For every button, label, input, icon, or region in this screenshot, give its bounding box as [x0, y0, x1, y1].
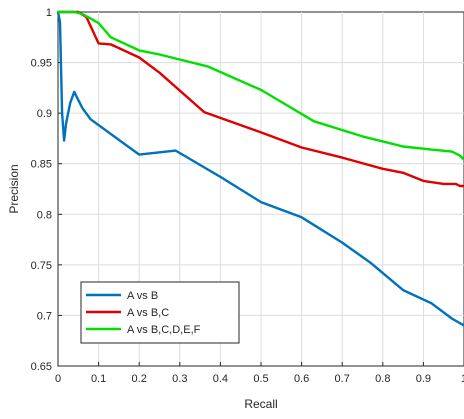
series-line-1 — [56, 10, 464, 327]
y-tick-label: 0.8 — [37, 209, 52, 221]
series-lines — [56, 10, 464, 327]
legend-label-3: A vs B,C,D,E,F — [127, 324, 201, 336]
legend-items: A vs B A vs B,C A vs B,C,D,E,F — [86, 290, 201, 336]
y-tick-label: 0.95 — [31, 58, 52, 70]
x-tick-label: 0.2 — [132, 373, 147, 385]
legend: A vs B A vs B,C A vs B,C,D,E,F — [80, 281, 240, 344]
x-tick-label: 0.7 — [335, 373, 350, 385]
x-tick-label: 0.8 — [375, 373, 390, 385]
y-tick-label: 1 — [46, 7, 52, 19]
series-line-2 — [56, 10, 464, 188]
y-tick-label: 0.85 — [31, 159, 52, 171]
axes: 0 0.1 0.2 0.3 0.4 0.5 0.6 0.7 0.8 0.9 1 0.65 0.7 0.75… — [31, 7, 464, 385]
legend-label-2: A vs B,C — [127, 307, 169, 319]
y-tick-label: 0.7 — [37, 310, 52, 322]
x-tick-label: 0.5 — [253, 373, 268, 385]
x-tick-label: 0.1 — [91, 373, 106, 385]
x-tick-label: 0.6 — [294, 373, 309, 385]
y-tick-label: 0.9 — [37, 108, 52, 120]
y-tick-label: 0.65 — [31, 361, 52, 373]
x-axis-label: Recall — [244, 397, 277, 411]
x-tick-label: 0.3 — [172, 373, 187, 385]
y-axis-label: Precision — [7, 164, 21, 213]
y-tick-label: 0.75 — [31, 260, 52, 272]
series-line-3 — [56, 10, 464, 161]
x-tick-label: 0 — [55, 373, 61, 385]
x-tick-label: 1 — [461, 373, 464, 385]
x-tick-label: 0.4 — [213, 373, 228, 385]
x-tick-label: 0.9 — [416, 373, 431, 385]
legend-label-1: A vs B — [127, 290, 158, 302]
